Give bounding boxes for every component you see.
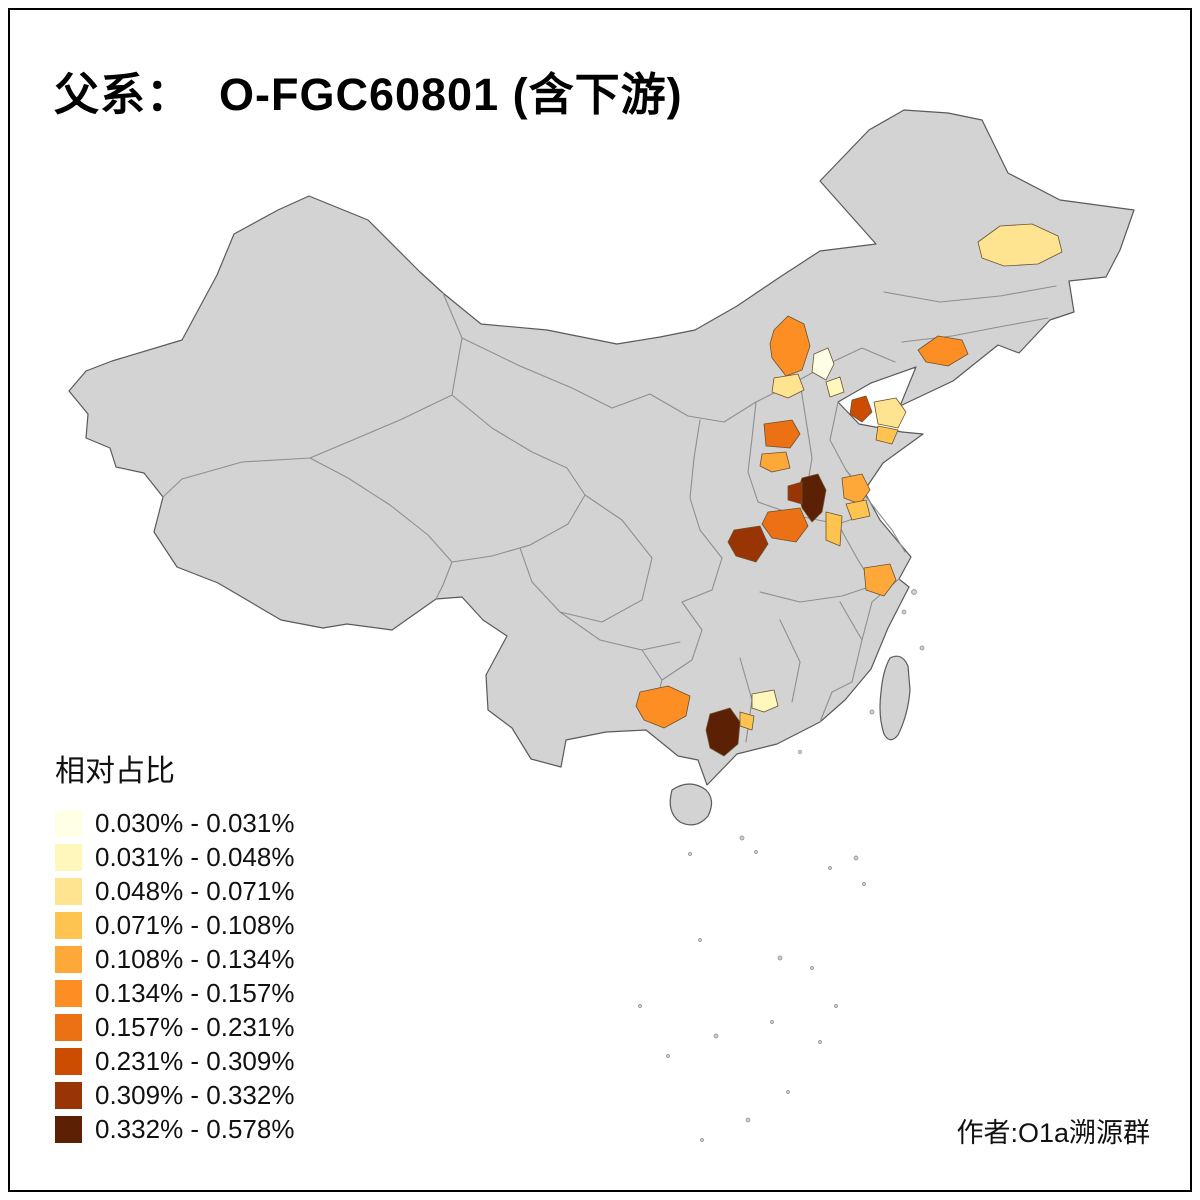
legend-item-label: 0.332% - 0.578%	[95, 1114, 295, 1144]
map-region-heilongjiang-songnen-patch	[977, 223, 1063, 267]
legend-item-label: 0.309% - 0.332%	[95, 1080, 295, 1110]
page-title: 父系： O-FGC60801 (含下游)	[54, 69, 683, 120]
map-region-guangdong-gold-patch	[739, 711, 755, 731]
legend-item-label: 0.134% - 0.157%	[95, 978, 295, 1008]
map-region-shandong-central-pale-patch	[873, 397, 907, 429]
legend-item-label: 0.231% - 0.309%	[95, 1046, 295, 1076]
legend-item: 0.071% - 0.108%	[55, 908, 294, 942]
choropleth-regions	[635, 223, 1063, 757]
legend-item-label: 0.031% - 0.048%	[95, 842, 295, 872]
map-region-henan-nanyang-orange-patch	[761, 507, 809, 543]
legend-item: 0.030% - 0.031%	[55, 806, 294, 840]
taiwan-island	[879, 655, 911, 741]
legend-swatch	[55, 1081, 82, 1109]
legend-item: 0.309% - 0.332%	[55, 1078, 294, 1112]
legend-swatch	[55, 911, 82, 939]
legend-item-label: 0.108% - 0.134%	[95, 944, 295, 974]
map-region-hebei-central-pale-patch	[771, 373, 805, 399]
legend-item: 0.031% - 0.048%	[55, 840, 294, 874]
map-region-shandong-west-dark-patch	[849, 395, 873, 423]
legend-item: 0.048% - 0.071%	[55, 874, 294, 908]
map-region-hebei-xingtai-patch	[759, 451, 791, 473]
plot-border-frame	[8, 8, 1192, 1192]
map-region-shandong-south-gold-patch	[875, 425, 899, 445]
map-region-henan-southeast-gold-patch	[845, 499, 871, 521]
legend-swatch	[55, 809, 82, 837]
legend-swatch	[55, 843, 82, 871]
legend-swatch	[55, 877, 82, 905]
hainan-island	[669, 783, 713, 826]
map-region-tianjin-south-patch	[825, 376, 845, 398]
legend-item: 0.231% - 0.309%	[55, 1044, 294, 1078]
map-region-guangdong-east-pale-patch	[751, 689, 779, 713]
legend-item-label: 0.048% - 0.071%	[95, 876, 295, 906]
legend-item-label: 0.030% - 0.031%	[95, 808, 295, 838]
map-region-tianjin-pale-patch	[811, 347, 835, 381]
legend-swatch	[55, 1013, 82, 1041]
legend-swatch	[55, 945, 82, 973]
map-region-beijing-patch	[769, 315, 811, 377]
legend-swatch	[55, 1115, 82, 1143]
legend-item: 0.157% - 0.231%	[55, 1010, 294, 1044]
map-region-anhui-south-orange-patch	[863, 563, 897, 597]
map-region-yunnan-orange-patch	[635, 685, 691, 729]
legend-item-label: 0.157% - 0.231%	[95, 1012, 295, 1042]
legend: 相对占比 0.030% - 0.031% 0.031% - 0.048% 0.0…	[55, 746, 294, 1146]
sea-islands	[638, 589, 925, 1142]
map-region-liaoning-coast-patch	[917, 335, 969, 367]
map-region-henan-west-dark-patch	[787, 481, 803, 505]
legend-title: 相对占比	[55, 755, 175, 788]
map-region-guangdong-dark-patch	[705, 707, 741, 757]
legend-swatch	[55, 979, 82, 1007]
legend-swatch	[55, 1047, 82, 1075]
attribution-text: 作者:O1a溯源群	[956, 1118, 1150, 1148]
map-region-henan-east-orange-patch	[841, 473, 871, 505]
legend-item-label: 0.071% - 0.108%	[95, 910, 295, 940]
legend-item: 0.108% - 0.134%	[55, 942, 294, 976]
map-region-henan-south-gold-patch	[825, 511, 843, 547]
legend-item: 0.332% - 0.578%	[55, 1112, 294, 1146]
map-region-hubei-west-dark-patch	[727, 525, 769, 563]
map-region-hebei-south-orange-patch	[763, 419, 801, 449]
legend-item: 0.134% - 0.157%	[55, 976, 294, 1010]
